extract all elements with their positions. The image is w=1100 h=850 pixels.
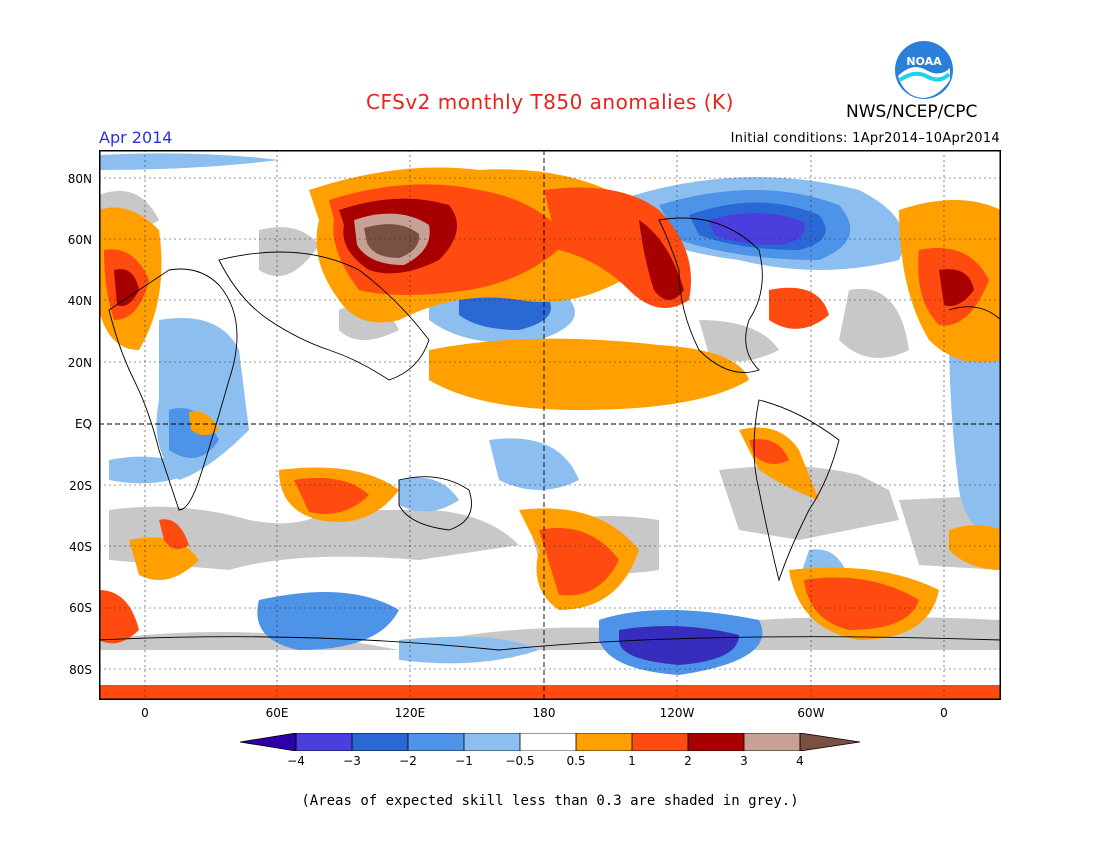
lat-label-60n: 60N <box>67 233 92 247</box>
skill-footnote: (Areas of expected skill less than 0.3 a… <box>301 793 799 809</box>
cb-label-minus1: −1 <box>455 754 473 768</box>
cold-anomalies <box>99 153 1001 675</box>
cb-bin-3 <box>408 733 464 751</box>
lat-label-80n: 80N <box>67 172 92 186</box>
cb-label-4: 4 <box>796 754 804 768</box>
equator-dateline <box>99 150 1001 700</box>
lat-label-80s: 80S <box>69 663 92 677</box>
logo-text: NOAA <box>906 55 942 68</box>
cb-label-3: 3 <box>740 754 748 768</box>
initial-conditions: Initial conditions: 1Apr2014–10Apr2014 <box>730 131 1000 146</box>
warm-anomalies <box>99 167 1001 700</box>
lon-label-180: 180 <box>532 706 556 720</box>
cb-arrow-low <box>240 733 296 751</box>
cb-label-2: 2 <box>684 754 692 768</box>
lat-label-40n: 40N <box>67 294 92 308</box>
cb-bin-2 <box>352 733 408 751</box>
lon-label-120w: 120W <box>659 706 695 720</box>
cb-label-minus05: −0.5 <box>505 754 535 768</box>
cb-bin-7 <box>632 733 688 751</box>
graticule <box>99 150 1001 700</box>
cb-label-minus4: −4 <box>287 754 305 768</box>
cb-bin-5 <box>520 733 576 751</box>
cb-bin-4 <box>464 733 520 751</box>
lat-label-40s: 40S <box>69 540 92 554</box>
agency-label: NWS/NCEP/CPC <box>846 102 978 122</box>
cb-bin-9 <box>744 733 800 751</box>
lon-label-60w: 60W <box>797 706 825 720</box>
lat-label-20s: 20S <box>69 479 92 493</box>
cb-bin-6 <box>576 733 632 751</box>
lon-label-60e: 60E <box>265 706 289 720</box>
cb-bin-8 <box>688 733 744 751</box>
cb-label-05: 0.5 <box>566 754 586 768</box>
color-scale-bar <box>240 733 861 751</box>
cb-label-1: 1 <box>628 754 636 768</box>
month-label: Apr 2014 <box>99 128 173 147</box>
lon-label-120e: 120E <box>394 706 426 720</box>
cb-bin-1 <box>296 733 352 751</box>
lat-label-60s: 60S <box>69 601 92 615</box>
cb-arrow-high <box>800 733 860 751</box>
lon-label-0-east: 0 <box>940 706 948 720</box>
lon-label-0: 0 <box>141 706 149 720</box>
coastlines <box>99 217 1001 651</box>
cb-label-minus3: −3 <box>343 754 361 768</box>
noaa-logo: NOAA <box>895 41 953 99</box>
map-title: CFSv2 monthly T850 anomalies (K) <box>366 90 734 114</box>
lat-label-eq: EQ <box>74 417 92 431</box>
cb-label-minus2: −2 <box>399 754 417 768</box>
lat-label-20n: 20N <box>67 356 92 370</box>
anomaly-map <box>99 150 1001 700</box>
